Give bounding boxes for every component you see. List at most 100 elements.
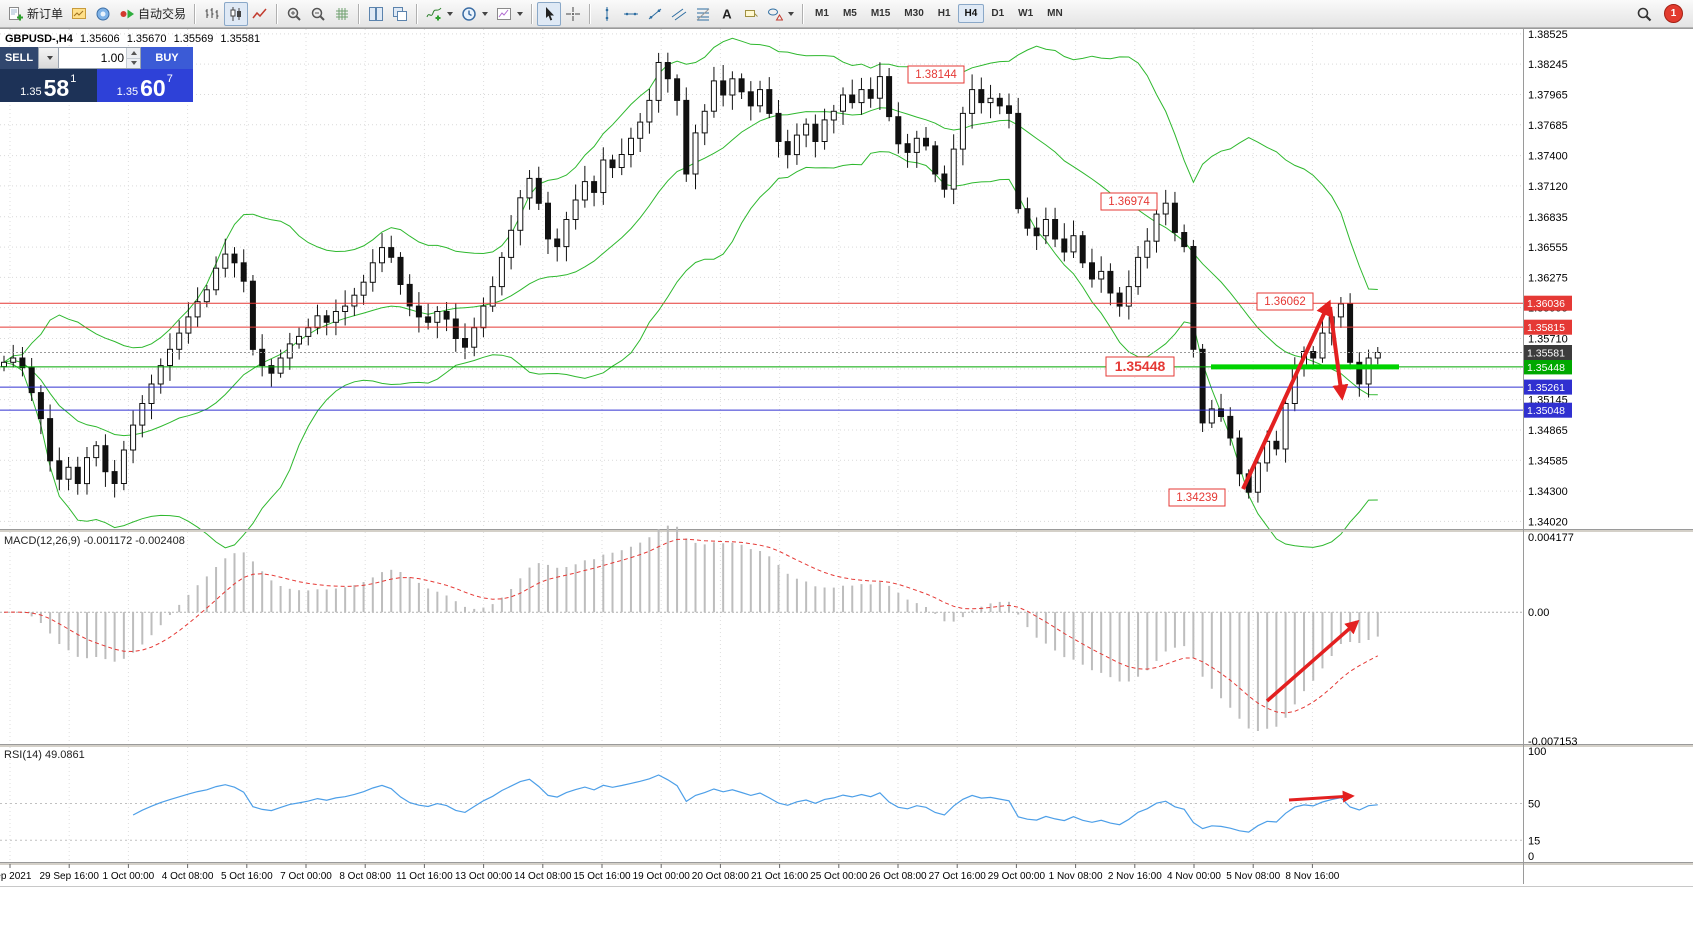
line-chart-icon [252, 8, 267, 18]
bar-chart-button[interactable] [200, 2, 224, 26]
svg-text:11 Oct 16:00: 11 Oct 16:00 [396, 871, 453, 882]
price-axis: 1.38525 1.38245 1.37965 1.37685 1.37400 1.371… [1528, 29, 1578, 863]
svg-text:1.35048: 1.35048 [1527, 405, 1565, 417]
indicators-button[interactable] [422, 2, 457, 26]
svg-text:1.36555: 1.36555 [1528, 242, 1568, 254]
volume-dropdown-button[interactable] [38, 47, 59, 69]
svg-text:29 Sep 16:00: 29 Sep 16:00 [39, 871, 99, 882]
rsi-layer [0, 774, 1523, 841]
timeframe-m5[interactable]: M5 [842, 8, 857, 19]
timeframe-w1[interactable]: W1 [1018, 8, 1034, 19]
fibonacci-button[interactable] [691, 2, 715, 26]
templates-button[interactable] [492, 2, 527, 26]
zoom-in-button[interactable] [282, 2, 306, 26]
macd-indicator-label: MACD(12,26,9) -0.001172 -0.002408 [4, 535, 185, 547]
svg-text:A: A [722, 6, 732, 21]
svg-text:100: 100 [1528, 746, 1546, 758]
label-icon [745, 9, 758, 17]
svg-text:1.35815: 1.35815 [1527, 322, 1565, 334]
svg-text:1.38245: 1.38245 [1528, 59, 1568, 71]
svg-text:1.36036: 1.36036 [1527, 298, 1565, 310]
svg-text:20 Oct 08:00: 20 Oct 08:00 [692, 871, 750, 882]
indicators-icon [426, 7, 442, 20]
svg-text:0.004177: 0.004177 [1528, 532, 1574, 544]
autotrading-button[interactable]: 自动交易 [115, 2, 190, 26]
svg-text:1.38525: 1.38525 [1528, 29, 1568, 41]
new-order-icon [9, 6, 23, 20]
svg-text:-0.007153: -0.007153 [1528, 736, 1578, 748]
svg-text:1 Oct 00:00: 1 Oct 00:00 [103, 871, 155, 882]
svg-text:1.36974: 1.36974 [1108, 196, 1150, 208]
sell-button[interactable]: SELL [0, 47, 38, 69]
shapes-button[interactable] [763, 2, 798, 26]
svg-text:15: 15 [1528, 835, 1540, 847]
svg-text:1.36275: 1.36275 [1528, 272, 1568, 284]
tile-windows-button[interactable] [364, 2, 388, 26]
toolbar-right: 1 [1632, 2, 1689, 26]
zoom-out-button[interactable] [306, 2, 330, 26]
trendline-icon [648, 8, 662, 19]
timeframe-m30[interactable]: M30 [904, 8, 924, 19]
svg-text:15 Oct 16:00: 15 Oct 16:00 [573, 871, 631, 882]
svg-text:1.35448: 1.35448 [1115, 358, 1166, 374]
buy-price-big: 60 [140, 75, 166, 101]
volume-input[interactable] [59, 48, 126, 68]
label-button[interactable] [739, 2, 763, 26]
channel-button[interactable] [667, 2, 691, 26]
timeframe-h1[interactable]: H1 [937, 8, 951, 19]
toolbar-separator [531, 3, 534, 24]
timeframe-m15[interactable]: M15 [870, 8, 891, 19]
svg-text:1.34865: 1.34865 [1528, 425, 1568, 437]
candlestick-button[interactable] [224, 1, 249, 26]
search-button[interactable] [1632, 2, 1656, 26]
chart-plot-area[interactable] [0, 29, 1523, 862]
volume-increase-button[interactable] [127, 48, 140, 59]
one-click-trade-panel: SELL BUY 1.35 58 1 1.35 60 7 [0, 47, 193, 102]
cascade-windows-button[interactable] [388, 2, 412, 26]
toolbar-separator [589, 3, 592, 24]
svg-text:19 Oct 00:00: 19 Oct 00:00 [633, 871, 691, 882]
svg-text:0: 0 [1528, 851, 1534, 863]
grid-button[interactable] [330, 2, 354, 26]
sell-price-prefix: 1.35 [20, 86, 42, 98]
time-axis: Sep 2021 29 Sep 16:00 1 Oct 00:00 4 Oct 08:… [0, 864, 1340, 882]
timeframe-m1[interactable]: M1 [815, 8, 829, 19]
timeframe-d1[interactable]: D1 [991, 8, 1005, 19]
sell-price-tile[interactable]: 1.35 58 1 [0, 69, 97, 102]
svg-text:1 Nov 08:00: 1 Nov 08:00 [1049, 871, 1103, 882]
hline-button[interactable] [619, 2, 643, 26]
svg-text:7 Oct 00:00: 7 Oct 00:00 [280, 871, 332, 882]
svg-text:1.34020: 1.34020 [1528, 516, 1568, 528]
price-callouts-layer: 1.38144 1.36974 1.36062 1.35448 1.34239 [907, 65, 1314, 507]
svg-text:1.34585: 1.34585 [1528, 455, 1568, 467]
svg-text:1.36062: 1.36062 [1264, 296, 1306, 308]
svg-text:5 Oct 16:00: 5 Oct 16:00 [221, 871, 273, 882]
vline-button[interactable] [595, 2, 619, 26]
volume-decrease-button[interactable] [127, 58, 140, 68]
timeframe-h4[interactable]: H4 [957, 4, 985, 23]
svg-text:1.34300: 1.34300 [1528, 486, 1568, 498]
notification-badge[interactable]: 1 [1664, 4, 1683, 23]
buy-price-tile[interactable]: 1.35 60 7 [96, 69, 193, 102]
text-button[interactable]: A [715, 2, 739, 26]
svg-text:1.37120: 1.37120 [1528, 181, 1568, 193]
svg-text:25 Oct 00:00: 25 Oct 00:00 [810, 871, 868, 882]
charts-button[interactable] [67, 2, 91, 26]
svg-text:1.37965: 1.37965 [1528, 90, 1568, 102]
buy-price-prefix: 1.35 [116, 86, 139, 98]
svg-text:26 Oct 08:00: 26 Oct 08:00 [869, 871, 927, 882]
cascade-windows-icon [393, 6, 408, 21]
line-chart-button[interactable] [248, 2, 272, 26]
symbol-name: GBPUSD-,H4 [5, 33, 73, 45]
new-order-button[interactable]: 新订单 [4, 2, 67, 26]
buy-button[interactable]: BUY [141, 47, 193, 69]
cursor-button[interactable] [537, 1, 562, 26]
timeframe-mn[interactable]: MN [1047, 8, 1063, 19]
profile-button[interactable] [91, 2, 115, 26]
ohlc-close: 1.35581 [220, 33, 261, 45]
periods-button[interactable] [457, 2, 492, 26]
bar-chart-icon [205, 7, 219, 19]
crosshair-button[interactable] [561, 2, 585, 26]
trendline-button[interactable] [643, 2, 667, 26]
